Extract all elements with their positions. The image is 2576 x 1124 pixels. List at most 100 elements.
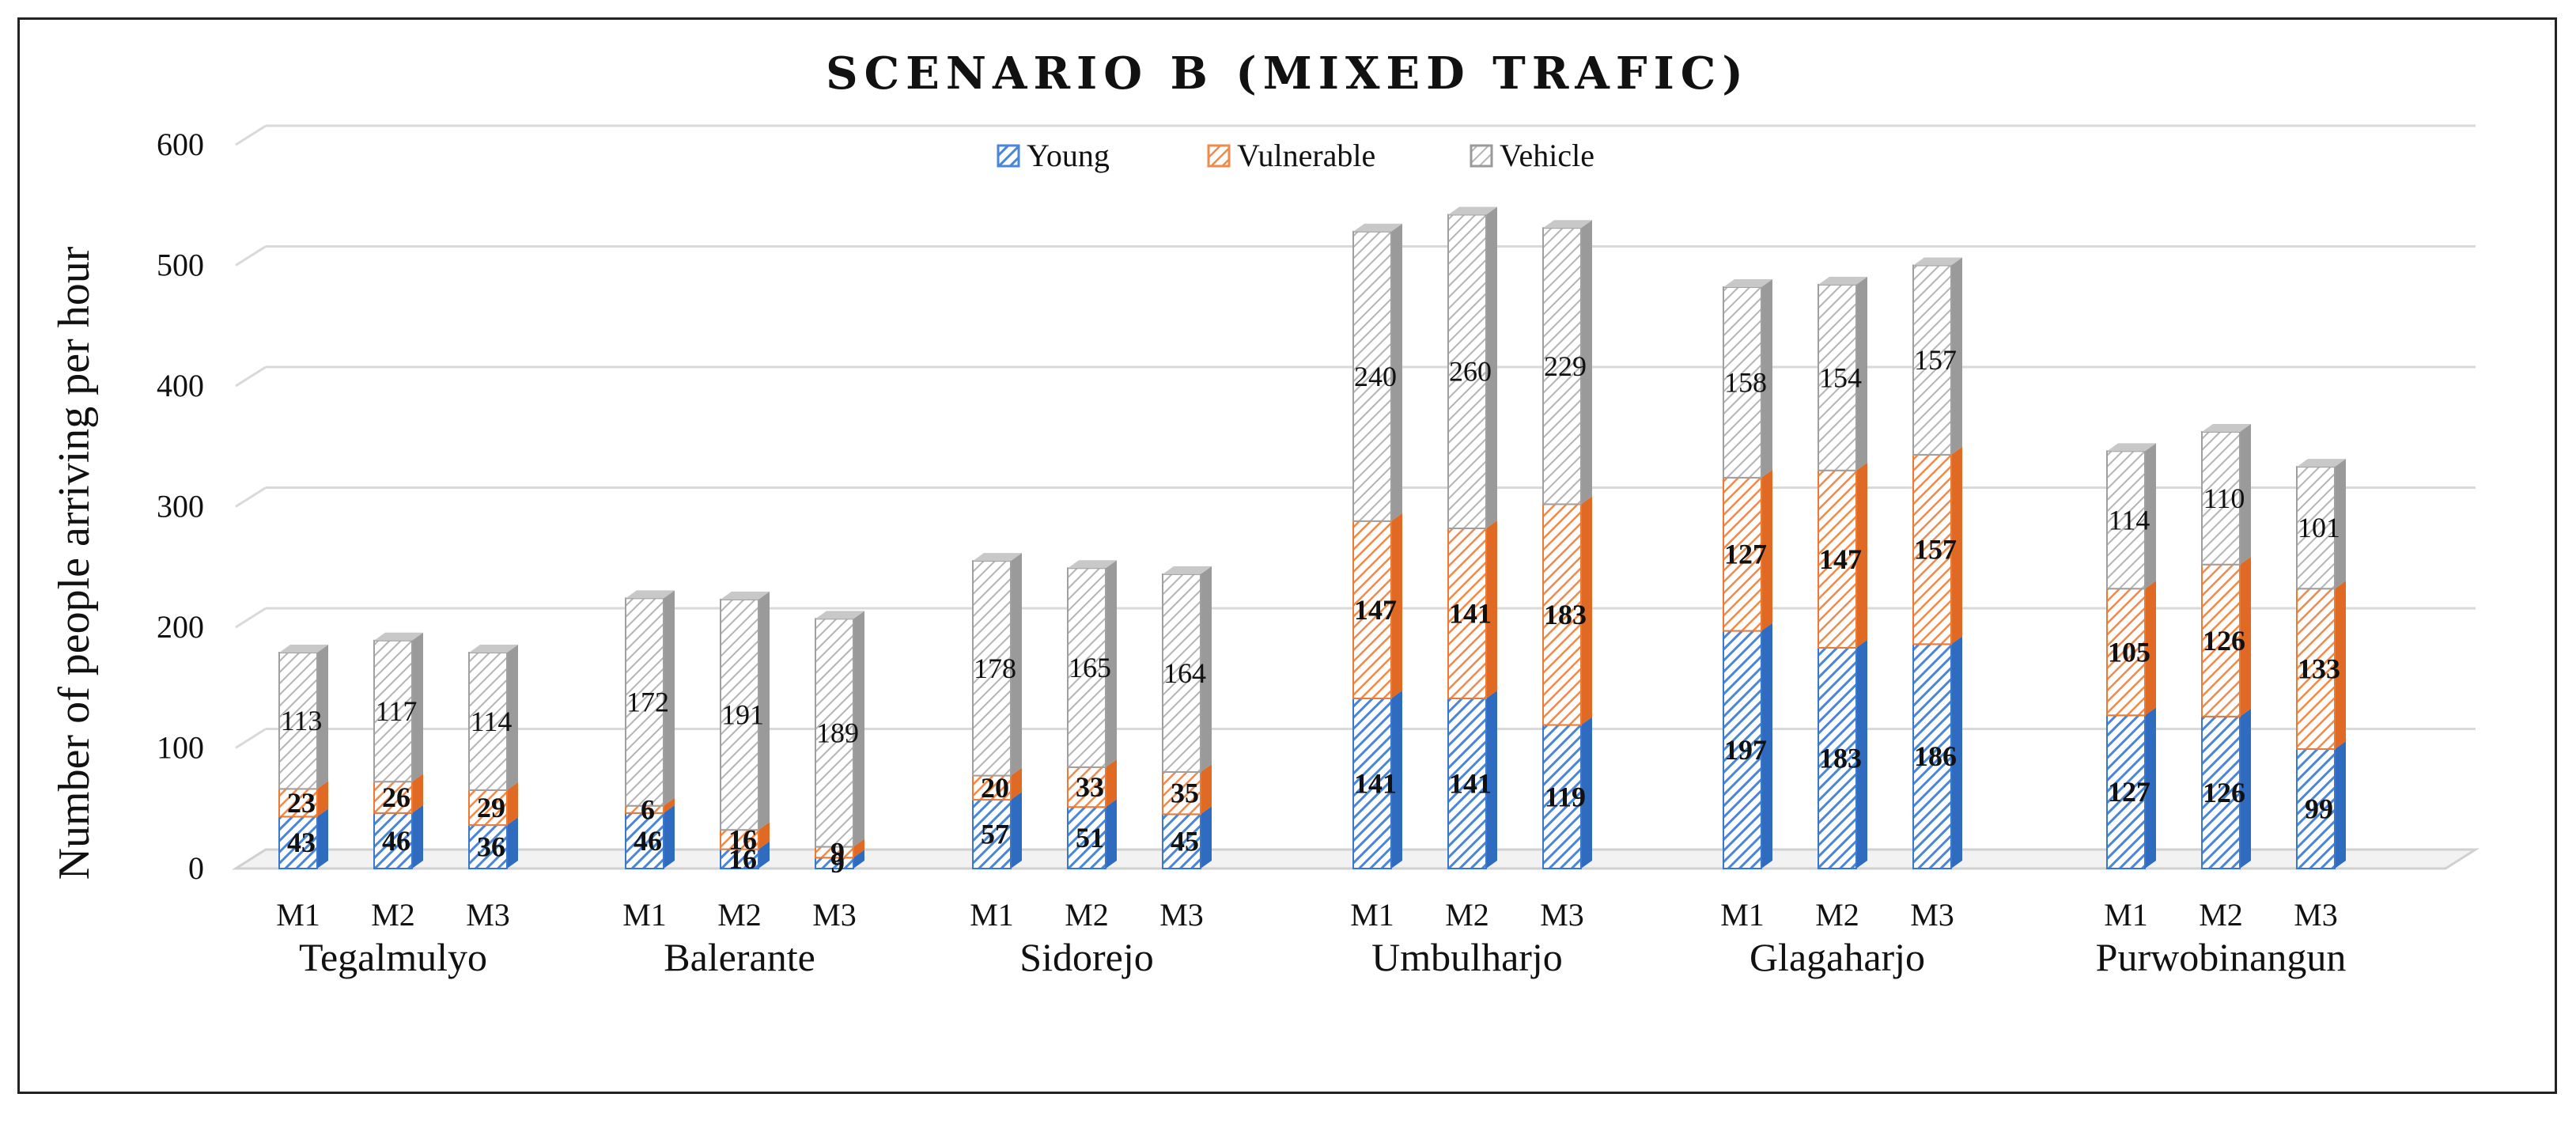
subcategory-label-m1: M1 — [1720, 897, 1765, 933]
bar-side-vehicle-glagaharjo-m3 — [1951, 257, 1962, 455]
data-label-vulnerable-umbulharjo-m3: 183 — [1544, 599, 1587, 630]
bar-side-vulnerable-glagaharjo-m3 — [1951, 446, 1962, 645]
bar-top-vehicle-purwobinangun-m3 — [2297, 459, 2346, 467]
subcategory-label-m3: M3 — [2294, 897, 2338, 933]
data-label-vulnerable-sidorejo-m1: 20 — [981, 772, 1009, 804]
bar-vulnerable-glagaharjo-m2 — [1818, 469, 1857, 649]
data-label-vehicle-balerante-m2: 191 — [721, 699, 764, 731]
bar-top-vehicle-sidorejo-m1 — [973, 553, 1022, 562]
legend-label-vehicle: Vehicle — [1500, 138, 1594, 173]
data-label-young-sidorejo-m1: 57 — [981, 819, 1009, 850]
data-label-young-tegalmulyo-m1: 43 — [287, 827, 316, 858]
data-label-vulnerable-tegalmulyo-m2: 26 — [382, 782, 410, 813]
bar-side-vehicle-tegalmulyo-m1 — [317, 645, 328, 789]
data-label-vehicle-glagaharjo-m1: 158 — [1724, 366, 1767, 398]
data-label-young-purwobinangun-m1: 127 — [2108, 776, 2150, 808]
gridline-diag — [235, 486, 267, 508]
bar-young-glagaharjo-m2 — [1818, 646, 1857, 869]
subcategory-label-m3: M3 — [466, 897, 510, 933]
bar-side-vulnerable-tegalmulyo-m3 — [507, 782, 518, 826]
data-label-vulnerable-purwobinangun-m1: 105 — [2108, 636, 2150, 668]
bar-side-vulnerable-purwobinangun-m3 — [2335, 581, 2346, 750]
data-label-vulnerable-umbulharjo-m2: 141 — [1449, 597, 1492, 629]
bar-top-vehicle-balerante-m2 — [721, 591, 770, 600]
y-tick-label: 0 — [188, 850, 204, 886]
bar-vehicle-sidorejo-m2 — [1067, 567, 1106, 768]
bar-side-young-glagaharjo-m2 — [1856, 639, 1867, 869]
bar-vehicle-umbulharjo-m1 — [1352, 230, 1392, 522]
bar-side-young-balerante-m3 — [853, 850, 864, 869]
data-label-young-glagaharjo-m2: 183 — [1819, 742, 1862, 774]
data-label-vulnerable-glagaharjo-m1: 127 — [1724, 539, 1767, 570]
data-label-young-tegalmulyo-m3: 36 — [477, 831, 505, 863]
bar-side-vehicle-balerante-m1 — [664, 590, 675, 806]
bar-side-vulnerable-glagaharjo-m1 — [1761, 469, 1772, 631]
data-label-young-tegalmulyo-m2: 46 — [382, 825, 410, 857]
bar-vehicle-umbulharjo-m2 — [1447, 214, 1487, 529]
bar-vehicle-balerante-m2 — [720, 598, 759, 831]
data-label-vulnerable-sidorejo-m3: 35 — [1171, 778, 1199, 809]
subcategory-label-m1: M1 — [1350, 897, 1394, 933]
bar-side-vehicle-sidorejo-m3 — [1201, 566, 1212, 772]
data-label-vehicle-glagaharjo-m3: 157 — [1914, 344, 1957, 376]
bar-side-vehicle-umbulharjo-m3 — [1581, 220, 1592, 505]
bar-young-purwobinangun-m2 — [2201, 715, 2241, 869]
data-label-young-sidorejo-m3: 45 — [1171, 826, 1199, 857]
bar-side-young-tegalmulyo-m2 — [412, 804, 423, 869]
data-label-vehicle-balerante-m3: 189 — [816, 717, 859, 748]
bar-side-vehicle-purwobinangun-m1 — [2145, 443, 2156, 589]
bar-top-vehicle-tegalmulyo-m1 — [279, 645, 328, 653]
bar-vehicle-balerante-m1 — [625, 597, 664, 807]
bar-top-vehicle-umbulharjo-m1 — [1353, 223, 1402, 232]
subcategory-label-m2: M2 — [1815, 897, 1859, 933]
y-tick-label: 400 — [157, 368, 204, 403]
subcategory-label-m3: M3 — [812, 897, 857, 933]
data-label-young-balerante-m3: 9 — [830, 847, 845, 879]
data-label-young-glagaharjo-m3: 186 — [1914, 740, 1957, 772]
bar-vehicle-glagaharjo-m3 — [1912, 264, 1952, 456]
bar-side-vulnerable-balerante-m2 — [758, 822, 770, 850]
bar-top-vehicle-glagaharjo-m2 — [1818, 276, 1867, 285]
data-label-vehicle-purwobinangun-m2: 110 — [2203, 483, 2245, 514]
data-label-vehicle-sidorejo-m1: 178 — [974, 653, 1016, 684]
bar-vulnerable-purwobinangun-m3 — [2296, 588, 2336, 751]
data-label-vehicle-tegalmulyo-m2: 117 — [376, 695, 418, 727]
data-label-young-balerante-m2: 16 — [728, 843, 757, 875]
data-label-vehicle-sidorejo-m3: 164 — [1163, 657, 1206, 689]
bar-side-vulnerable-sidorejo-m2 — [1106, 759, 1117, 808]
chart-title: SCENARIO B (MIXED TRAFIC) — [826, 47, 1749, 100]
bar-young-purwobinangun-m3 — [2296, 748, 2336, 870]
bar-side-vehicle-balerante-m3 — [853, 611, 864, 847]
data-label-vulnerable-sidorejo-m2: 33 — [1076, 771, 1104, 803]
bar-top-vehicle-umbulharjo-m2 — [1448, 206, 1497, 215]
bar-young-purwobinangun-m1 — [2106, 714, 2146, 870]
bar-young-balerante-m2 — [720, 848, 759, 869]
subcategory-label-m1: M1 — [2104, 897, 2148, 933]
bar-side-young-sidorejo-m2 — [1106, 799, 1117, 869]
bar-side-vehicle-tegalmulyo-m3 — [507, 645, 518, 790]
bar-side-young-glagaharjo-m3 — [1951, 636, 1962, 869]
subcategory-label-m3: M3 — [1910, 897, 1954, 933]
data-label-vehicle-sidorejo-m2: 165 — [1069, 652, 1111, 683]
data-label-young-balerante-m1: 46 — [634, 825, 662, 857]
y-tick-label: 100 — [157, 730, 204, 766]
bar-young-tegalmulyo-m3 — [468, 824, 508, 869]
bar-side-vehicle-umbulharjo-m2 — [1486, 206, 1497, 528]
data-label-vehicle-purwobinangun-m3: 101 — [2298, 512, 2340, 543]
bar-side-young-umbulharjo-m3 — [1581, 717, 1592, 869]
bar-side-vulnerable-sidorejo-m1 — [1011, 767, 1022, 800]
bar-top-vehicle-purwobinangun-m1 — [2107, 443, 2156, 452]
bar-side-young-purwobinangun-m3 — [2335, 741, 2346, 869]
bar-side-vulnerable-umbulharjo-m2 — [1486, 520, 1497, 698]
legend: Young Vulnerable Vehicle — [997, 138, 1594, 173]
bar-side-vulnerable-purwobinangun-m2 — [2240, 556, 2251, 717]
bar-young-sidorejo-m3 — [1162, 813, 1201, 869]
bar-side-vulnerable-umbulharjo-m3 — [1581, 496, 1592, 725]
bars — [278, 206, 2346, 870]
bar-vehicle-tegalmulyo-m3 — [468, 652, 508, 791]
legend-label-young: Young — [1027, 138, 1110, 173]
gridline-diag — [235, 728, 267, 749]
bar-top-vehicle-tegalmulyo-m2 — [374, 632, 423, 641]
